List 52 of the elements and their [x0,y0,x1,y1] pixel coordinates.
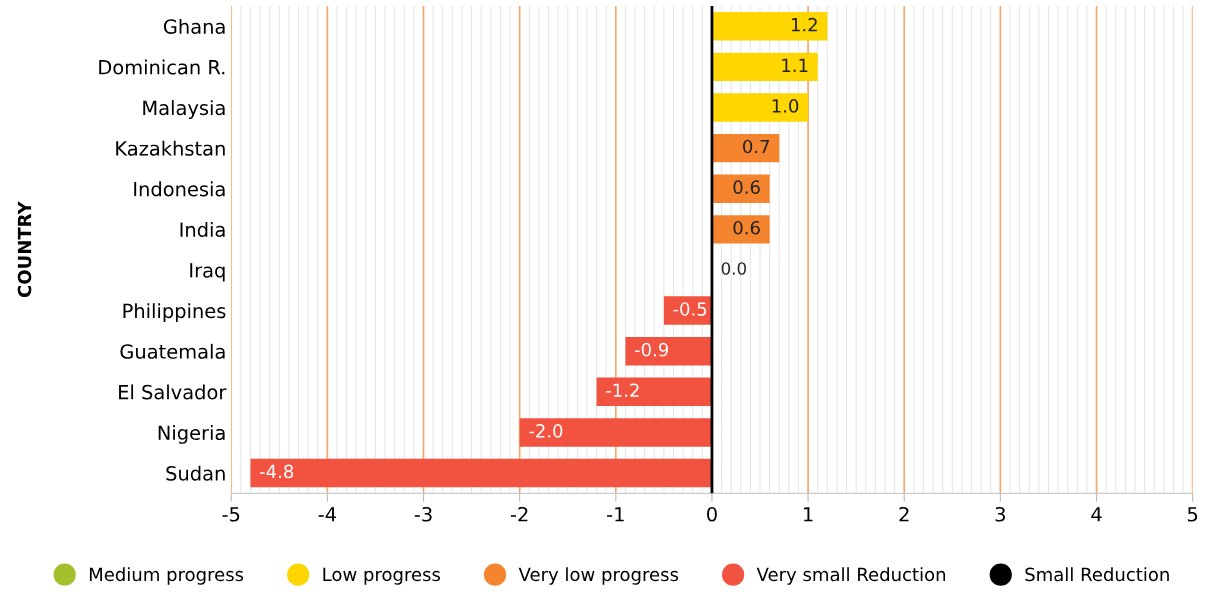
bar [663,296,712,325]
y-tick-label: Kazakhstan [116,140,225,156]
data-label: 1.0 [772,99,799,113]
x-tick-label: -4 [318,507,336,522]
y-tick-label: Philippines [123,303,226,323]
bar [596,377,712,407]
data-label: -4.8 [259,464,294,479]
x-tick-label: -3 [414,506,432,522]
y-tick-label: Iraq [190,263,225,282]
x-tick-label: -2 [510,506,528,522]
bar [519,418,712,447]
x-tick-label: 4 [1091,507,1102,522]
x-tick-label: 2 [899,506,909,522]
x-tick-label: -1 [607,507,624,522]
y-tick-label: Indonesia [134,181,225,197]
bar [711,12,828,41]
legend-label: Medium progress [89,567,244,585]
data-label: -2.0 [529,424,563,438]
y-tick-label: Nigeria [158,425,225,444]
x-tick-label: -5 [222,507,240,522]
bar [625,336,712,366]
legend-label: Very small Reduction [756,567,946,585]
y-tick-label: Sudan [166,465,225,481]
legend-label: Low progress [323,567,441,585]
x-tick-label: 1 [804,507,813,522]
x-tick-label: 3 [995,506,1005,522]
bar [711,215,770,244]
data-label: -0.5 [673,302,707,316]
bar [250,458,712,488]
data-label: 0.7 [743,139,770,154]
bar [711,52,818,82]
data-label: 0.6 [733,180,760,194]
data-label: 1.2 [791,17,817,32]
data-label: 0.6 [733,220,760,235]
data-label: -0.9 [634,342,669,357]
data-label: 1.1 [782,58,808,72]
data-label: 0.0 [721,262,746,275]
legend-label: Very low progress [518,567,679,585]
bar [711,133,780,163]
y-tick-label: Ghana [163,18,225,34]
y-tick-label: Malaysia [143,100,225,119]
legend-label: Small Reduction [1025,567,1169,582]
data-label: -1.2 [606,383,639,397]
y-tick-label: India [180,221,225,238]
x-tick-label: 0 [707,506,717,522]
y-tick-label: Dominican R. [99,59,225,75]
bar [711,174,770,203]
y-tick-label: Guatemala [120,343,225,359]
y-axis-title: COUNTRY [17,201,32,298]
bar [711,93,809,122]
x-tick-label: 5 [1187,507,1198,522]
y-tick-label: El Salvador [119,384,227,400]
